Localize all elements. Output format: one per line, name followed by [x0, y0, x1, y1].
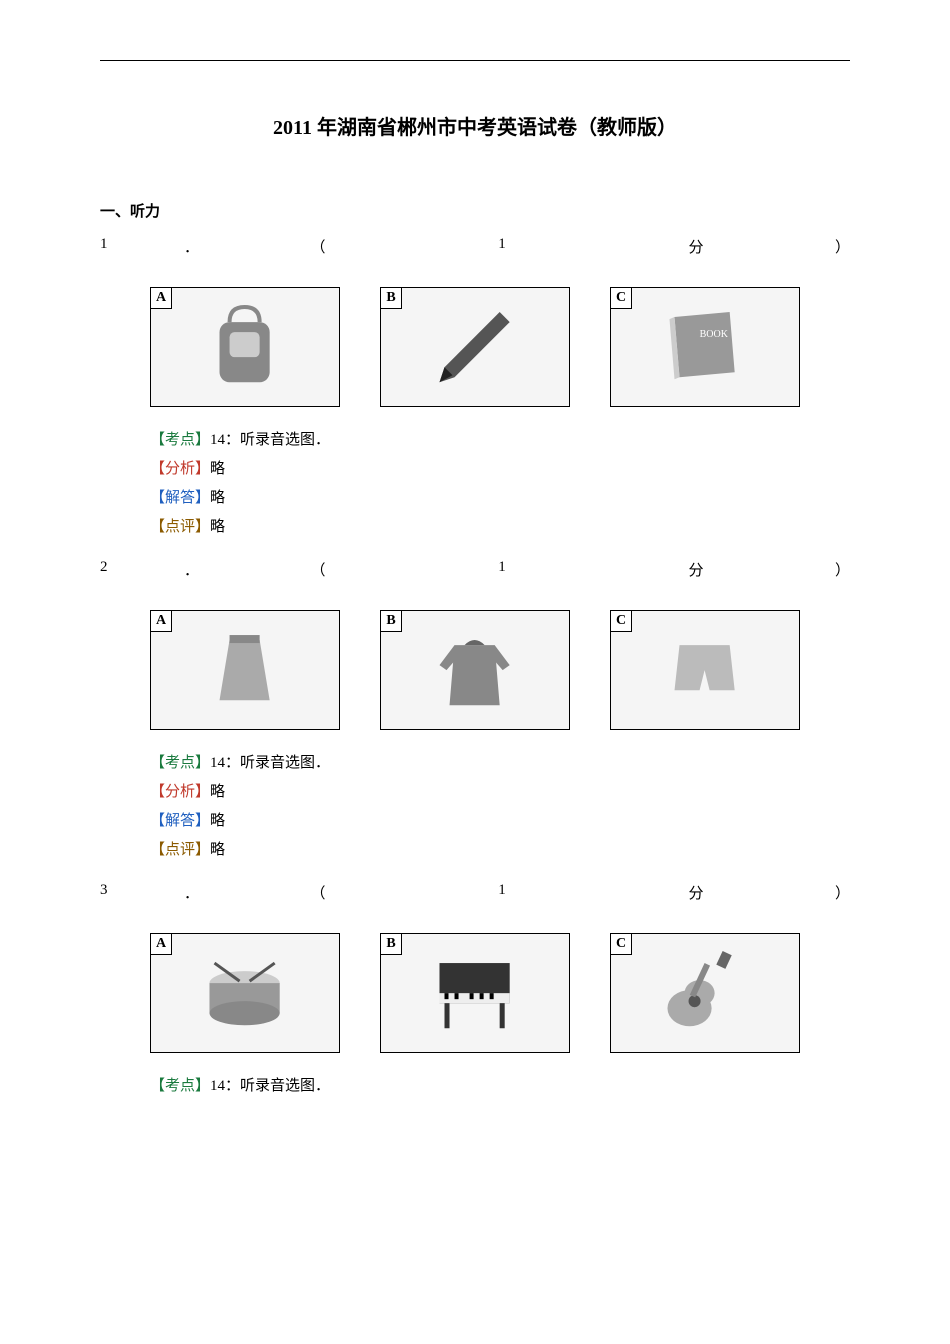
jieda-line: 【解答】略 — [150, 808, 850, 835]
paren-right: ） — [820, 882, 850, 903]
top-rule — [100, 60, 850, 61]
shorts-icon — [620, 620, 789, 720]
fenxi-text: 略 — [210, 784, 225, 800]
score-label: 分 — [626, 882, 766, 903]
jieda-line: 【解答】略 — [150, 485, 850, 512]
paren-right: ） — [820, 236, 850, 257]
option-c-box: C — [610, 933, 800, 1053]
question-number: 3 — [100, 882, 130, 903]
option-a-box: A — [150, 287, 340, 407]
question-row: 1 ． （ 1 分 ） — [100, 236, 850, 257]
question-number: 2 — [100, 559, 130, 580]
score-label: 分 — [626, 559, 766, 580]
kaodian-text: 14：听录音选图． — [210, 432, 330, 448]
dianping-line: 【点评】略 — [150, 837, 850, 864]
kaodian-label: 【考点】 — [150, 1078, 210, 1094]
svg-text:BOOK: BOOK — [700, 329, 729, 340]
option-label: C — [610, 287, 632, 309]
score-num: 1 — [432, 882, 572, 903]
jieda-label: 【解答】 — [150, 490, 210, 506]
option-label: B — [380, 933, 402, 955]
paren-right: ） — [820, 559, 850, 580]
image-row: A B C — [150, 933, 850, 1053]
jieda-text: 略 — [210, 813, 225, 829]
score-num: 1 — [432, 559, 572, 580]
kaodian-line: 【考点】14：听录音选图． — [150, 427, 850, 454]
fenxi-line: 【分析】略 — [150, 456, 850, 483]
option-b-box: B — [380, 933, 570, 1053]
analysis-block: 【考点】14：听录音选图． — [150, 1073, 850, 1100]
book-icon: BOOK — [620, 297, 789, 397]
drum-icon — [160, 943, 329, 1043]
fenxi-text: 略 — [210, 461, 225, 477]
kaodian-line: 【考点】14：听录音选图． — [150, 750, 850, 777]
question-row: 2 ． （ 1 分 ） — [100, 559, 850, 580]
dianping-text: 略 — [210, 519, 225, 535]
analysis-block: 【考点】14：听录音选图． 【分析】略 【解答】略 【点评】略 — [150, 427, 850, 541]
sweater-icon — [390, 620, 559, 720]
fenxi-label: 【分析】 — [150, 461, 210, 477]
kaodian-label: 【考点】 — [150, 755, 210, 771]
question-dot: ． — [184, 882, 204, 903]
dianping-label: 【点评】 — [150, 519, 210, 535]
score-label: 分 — [626, 236, 766, 257]
dianping-line: 【点评】略 — [150, 514, 850, 541]
option-a-box: A — [150, 933, 340, 1053]
paren-left: （ — [258, 882, 378, 903]
page-title: 2011 年湖南省郴州市中考英语试卷（教师版） — [100, 111, 850, 140]
score-num: 1 — [432, 236, 572, 257]
section-header: 一、听力 — [100, 200, 850, 221]
option-label: C — [610, 933, 632, 955]
piano-icon — [390, 943, 559, 1043]
kaodian-line: 【考点】14：听录音选图． — [150, 1073, 850, 1100]
fenxi-label: 【分析】 — [150, 784, 210, 800]
option-label: A — [150, 933, 172, 955]
dianping-text: 略 — [210, 842, 225, 858]
option-label: B — [380, 610, 402, 632]
option-label: A — [150, 610, 172, 632]
option-a-box: A — [150, 610, 340, 730]
question-dot: ． — [184, 559, 204, 580]
analysis-block: 【考点】14：听录音选图． 【分析】略 【解答】略 【点评】略 — [150, 750, 850, 864]
option-label: A — [150, 287, 172, 309]
option-b-box: B — [380, 610, 570, 730]
jieda-text: 略 — [210, 490, 225, 506]
kaodian-text: 14：听录音选图． — [210, 1078, 330, 1094]
image-row: A B C BOOK — [150, 287, 850, 407]
backpack-icon — [160, 297, 329, 397]
option-label: C — [610, 610, 632, 632]
question-1: 1 ． （ 1 分 ） A B C BOOK 【考点】14：听录音选图． — [100, 236, 850, 541]
option-b-box: B — [380, 287, 570, 407]
question-number: 1 — [100, 236, 130, 257]
skirt-icon — [160, 620, 329, 720]
question-row: 3 ． （ 1 分 ） — [100, 882, 850, 903]
kaodian-text: 14：听录音选图． — [210, 755, 330, 771]
dianping-label: 【点评】 — [150, 842, 210, 858]
paren-left: （ — [258, 236, 378, 257]
option-c-box: C BOOK — [610, 287, 800, 407]
pen-icon — [390, 297, 559, 397]
option-label: B — [380, 287, 402, 309]
jieda-label: 【解答】 — [150, 813, 210, 829]
kaodian-label: 【考点】 — [150, 432, 210, 448]
guitar-icon — [620, 943, 789, 1043]
fenxi-line: 【分析】略 — [150, 779, 850, 806]
option-c-box: C — [610, 610, 800, 730]
question-2: 2 ． （ 1 分 ） A B C 【考点】14：听录音选图． — [100, 559, 850, 864]
question-dot: ． — [184, 236, 204, 257]
image-row: A B C — [150, 610, 850, 730]
question-3: 3 ． （ 1 分 ） A B C 【考点】14：听录音选图． — [100, 882, 850, 1100]
paren-left: （ — [258, 559, 378, 580]
